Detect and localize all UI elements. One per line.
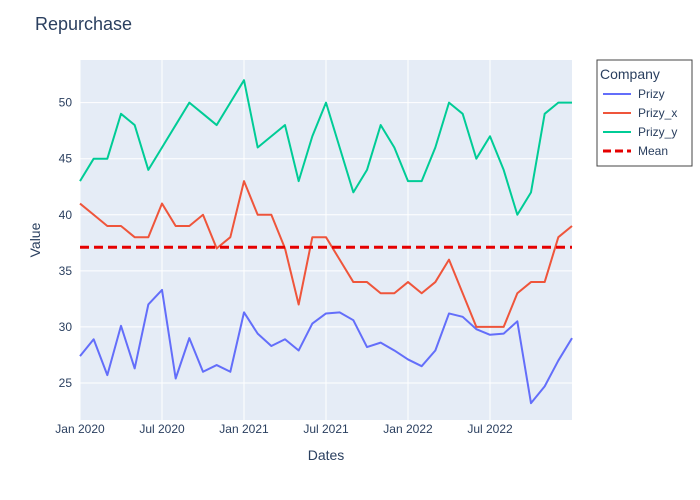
y-tick-label: 35: [59, 264, 73, 278]
legend-box: [596, 59, 693, 167]
y-tick-label: 50: [59, 96, 73, 110]
legend-label: Prizy: [638, 87, 665, 101]
y-tick-label: 25: [59, 376, 73, 390]
y-tick-label: 40: [59, 208, 73, 222]
legend-title: Company: [600, 66, 660, 82]
x-axis-ticks: Jan 2020 Jul 2020 Jan 2021 Jul 2021 Jan 2022…: [55, 422, 513, 436]
legend-label: Mean: [638, 144, 668, 158]
series-line-prizy-y: [79, 79, 572, 216]
x-tick-label: Jul 2022: [467, 422, 513, 436]
x-tick-label: Jan 2021: [219, 422, 269, 436]
series-line-prizy-x: [79, 180, 573, 328]
y-axis-label: Value: [27, 222, 43, 257]
legend-label: Prizy_x: [638, 106, 677, 120]
series-line-prizy: [79, 288, 573, 405]
chart-title: Repurchase: [35, 14, 132, 34]
x-axis-label: Dates: [308, 447, 345, 463]
y-tick-label: 45: [59, 152, 73, 166]
legend-items: Prizy Prizy_x Prizy_y Mean: [603, 87, 677, 158]
y-axis-ticks: 25 30 35 40 45 50: [59, 96, 73, 390]
series-lines: [79, 79, 573, 405]
x-tick-label: Jan 2020: [55, 422, 105, 436]
x-tick-label: Jan 2022: [383, 422, 433, 436]
x-tick-label: Jul 2021: [303, 422, 349, 436]
x-tick-label: Jul 2020: [139, 422, 185, 436]
legend-label: Prizy_y: [638, 125, 677, 139]
legend: Company Prizy Prizy_x Prizy_y Mean: [596, 59, 693, 167]
y-tick-label: 30: [59, 320, 73, 334]
